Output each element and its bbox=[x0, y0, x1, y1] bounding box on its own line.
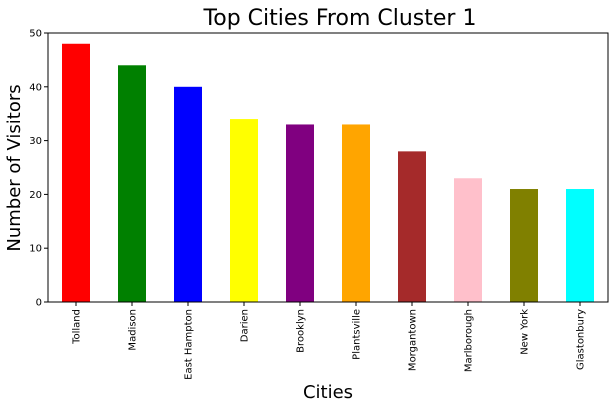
chart-title: Top Cities From Cluster 1 bbox=[203, 6, 477, 31]
bar-new-york bbox=[510, 189, 538, 302]
y-tick-label: 10 bbox=[29, 244, 42, 255]
bar-marlborough bbox=[454, 178, 482, 302]
y-tick-label: 50 bbox=[29, 29, 42, 40]
plot-frame bbox=[47, 32, 609, 303]
bar-morgantown bbox=[398, 151, 426, 302]
y-tick-label: 30 bbox=[29, 136, 42, 147]
x-tick-label: Darien bbox=[240, 309, 251, 342]
y-tick-label: 20 bbox=[29, 190, 42, 201]
bar-tolland bbox=[62, 43, 90, 302]
x-tick-label: New York bbox=[520, 309, 531, 355]
x-tick-label: Plantsville bbox=[352, 309, 363, 360]
x-tick-label: Madison bbox=[128, 309, 139, 351]
x-tick-label: Brooklyn bbox=[296, 309, 307, 353]
bar-madison bbox=[118, 65, 146, 302]
y-tick-label: 40 bbox=[29, 82, 42, 93]
y-tick-label: 0 bbox=[36, 298, 42, 309]
x-tick-label: East Hampton bbox=[184, 309, 195, 380]
x-tick-label: Morgantown bbox=[408, 309, 419, 371]
plot-area: 0 10 20 30 40 50 Tolland Madison East Hampton Dar… bbox=[29, 29, 609, 380]
bar-darien bbox=[230, 119, 258, 302]
y-axis-label: Number of Visitors bbox=[4, 84, 25, 251]
bar-plantsville bbox=[342, 124, 370, 303]
bar-brooklyn bbox=[286, 124, 314, 303]
x-tick-label: Tolland bbox=[72, 309, 83, 345]
x-tick-label: Marlborough bbox=[464, 309, 475, 372]
x-tick-label: Glastonbury bbox=[576, 309, 587, 370]
bar-east-hampton bbox=[174, 86, 202, 302]
x-axis-label: Cities bbox=[303, 382, 353, 403]
bar-glastonbury bbox=[566, 189, 594, 302]
